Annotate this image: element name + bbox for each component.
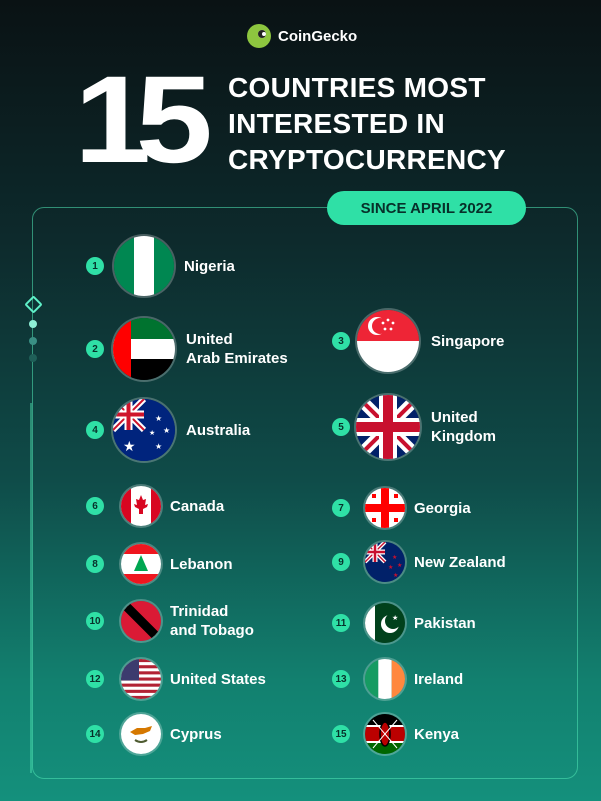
usa-flag-icon (121, 659, 161, 699)
country-name: Kenya (414, 725, 460, 743)
australia-flag-icon: ★ ★ ★ ★ ★ (113, 399, 175, 461)
panel-accent-line (30, 403, 32, 773)
rank-badge: 10 (86, 612, 104, 630)
lebanon-flag-icon (121, 544, 161, 584)
country-name: Canada (170, 497, 225, 515)
gecko-icon (247, 24, 271, 48)
diamond-indicator-icon (24, 295, 43, 314)
country-name: New Zealand (414, 553, 506, 571)
svg-text:★: ★ (397, 562, 402, 569)
country-name: Trinidad and Tobago (170, 603, 254, 639)
headline-line-3: CRYPTOCURRENCY (228, 144, 507, 175)
country-name: Cyprus (170, 725, 222, 743)
georgia-flag-icon (365, 488, 405, 528)
country-name: Lebanon (170, 555, 233, 573)
rank-badge: 5 (332, 418, 350, 436)
canada-flag-icon (121, 486, 161, 526)
country-item-cyprus: 14 Cyprus (86, 714, 222, 754)
svg-text:★: ★ (123, 438, 136, 454)
country-item-uk: 5 United Kingdom (332, 395, 496, 459)
headline-line-2: INTERESTED IN (228, 108, 446, 139)
kenya-flag-icon (365, 714, 405, 754)
country-name: Nigeria (184, 257, 235, 275)
ranking-panel (32, 207, 578, 779)
country-name: United States (170, 670, 266, 688)
cyprus-flag-icon (121, 714, 161, 754)
nigeria-flag-icon (114, 236, 174, 296)
new-zealand-flag-icon: ★ ★ ★ ★ (365, 542, 405, 582)
rank-badge: 9 (332, 553, 350, 571)
country-item-new-zealand: 9 ★ ★ ★ ★ New Zealand (332, 542, 506, 582)
uae-flag-icon (113, 318, 175, 380)
svg-text:★: ★ (155, 442, 162, 451)
headline-line-1: COUNTRIES MOST (228, 72, 486, 103)
rank-badge: 12 (86, 670, 104, 688)
svg-text:★: ★ (393, 572, 398, 579)
country-name: United Arab Emirates (186, 331, 288, 367)
country-item-ireland: 13 Ireland (332, 659, 463, 699)
uk-flag-icon (356, 395, 420, 459)
country-name: United Kingdom (431, 409, 496, 445)
country-name: Ireland (414, 670, 464, 688)
country-name: Australia (186, 421, 251, 439)
rank-badge: 15 (332, 725, 350, 743)
country-item-singapore: 3 Singapore (332, 310, 504, 372)
singapore-flag-icon (357, 310, 419, 372)
svg-text:★: ★ (392, 554, 397, 561)
svg-text:★: ★ (155, 414, 162, 423)
rank-badge: 7 (332, 499, 350, 517)
rank-badge: 1 (86, 257, 104, 275)
svg-text:★: ★ (388, 564, 393, 571)
svg-text:★: ★ (149, 429, 155, 437)
rank-badge: 14 (86, 725, 104, 743)
page-indicator (24, 295, 43, 371)
country-name: Singapore (431, 332, 505, 350)
indicator-dot (29, 320, 37, 328)
country-item-trinidad: 10 Trinidad and Tobago (86, 601, 254, 641)
indicator-dot (29, 354, 37, 362)
country-name: Georgia (414, 499, 471, 517)
headline-title: COUNTRIES MOST INTERESTED IN CRYPTOCURRE… (228, 70, 506, 178)
trinidad-flag-icon (121, 601, 161, 641)
rank-badge: 8 (86, 555, 104, 573)
brand-name: CoinGecko (278, 27, 358, 45)
coingecko-logo: CoinGecko (247, 24, 357, 48)
svg-text:★: ★ (392, 614, 398, 622)
rank-badge: 13 (332, 670, 350, 688)
pakistan-flag-icon: ★ (365, 603, 405, 643)
country-item-pakistan: 11 ★ Pakistan (332, 603, 476, 643)
rank-badge: 3 (332, 332, 350, 350)
rank-badge: 6 (86, 497, 104, 515)
country-item-kenya: 15 Kenya (332, 714, 459, 754)
country-item-australia: 4 ★ ★ ★ ★ ★ Australia (86, 399, 250, 461)
headline-number: 15 (74, 51, 213, 189)
country-item-canada: 6 Canada (86, 486, 224, 526)
since-badge: SINCE APRIL 2022 (327, 191, 526, 225)
country-name: Pakistan (414, 614, 476, 632)
country-item-usa: 12 United States (86, 659, 266, 699)
svg-text:★: ★ (163, 426, 170, 435)
country-item-uae: 2 United Arab Emirates (86, 318, 288, 380)
rank-badge: 4 (86, 421, 104, 439)
country-item-nigeria: 1 Nigeria (86, 236, 235, 296)
rank-badge: 11 (332, 614, 350, 632)
rank-badge: 2 (86, 340, 104, 358)
country-item-georgia: 7 Georgia (332, 488, 471, 528)
country-item-lebanon: 8 Lebanon (86, 544, 233, 584)
indicator-dot (29, 337, 37, 345)
ireland-flag-icon (365, 659, 405, 699)
